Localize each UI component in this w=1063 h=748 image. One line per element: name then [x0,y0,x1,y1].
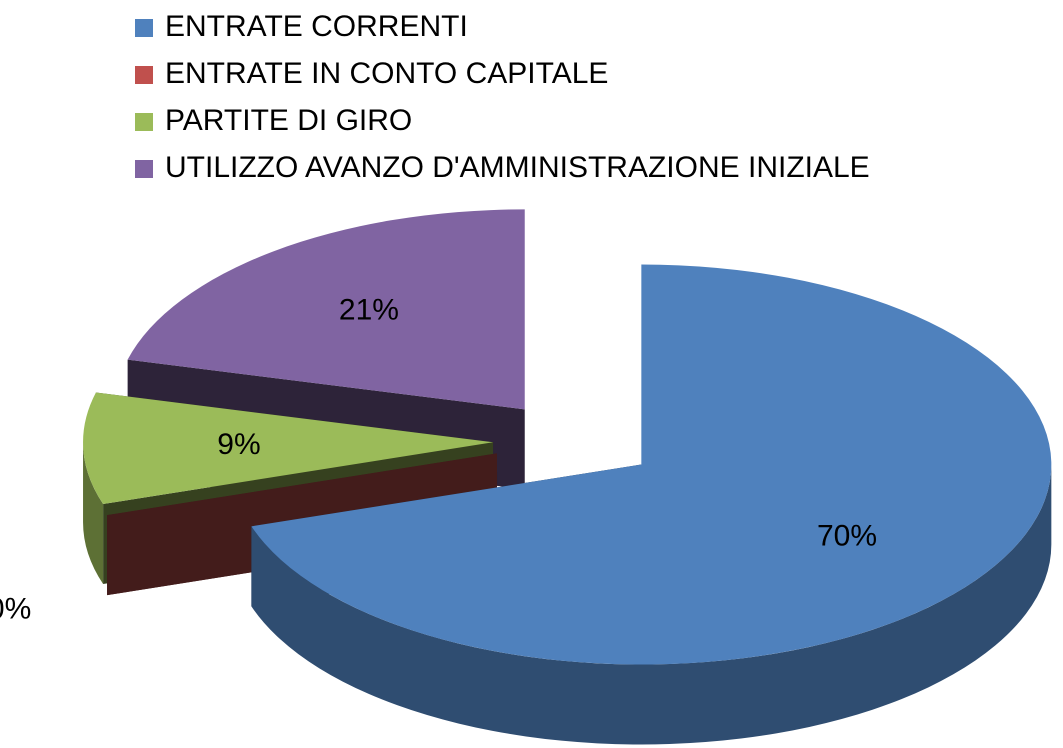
data-label: 70% [817,519,877,552]
data-label: 21% [339,293,399,326]
slice [83,392,494,505]
data-label: 9% [217,428,260,461]
slice-outer-wall [83,442,104,585]
legend-label: ENTRATE CORRENTI [165,10,468,43]
data-label: 0% [0,593,31,626]
legend-swatch [135,160,153,178]
legend-label: PARTITE DI GIRO [165,104,412,137]
legend-label: ENTRATE IN CONTO CAPITALE [165,57,608,90]
legend-swatch [135,113,153,131]
slice-outer-wall [251,464,1052,745]
slice [251,264,1052,665]
legend-swatch [135,19,153,37]
legend-swatch [135,66,153,84]
slice [127,209,525,410]
legend-label: UTILIZZO AVANZO D'AMMINISTRAZIONE INIZIA… [165,151,870,184]
